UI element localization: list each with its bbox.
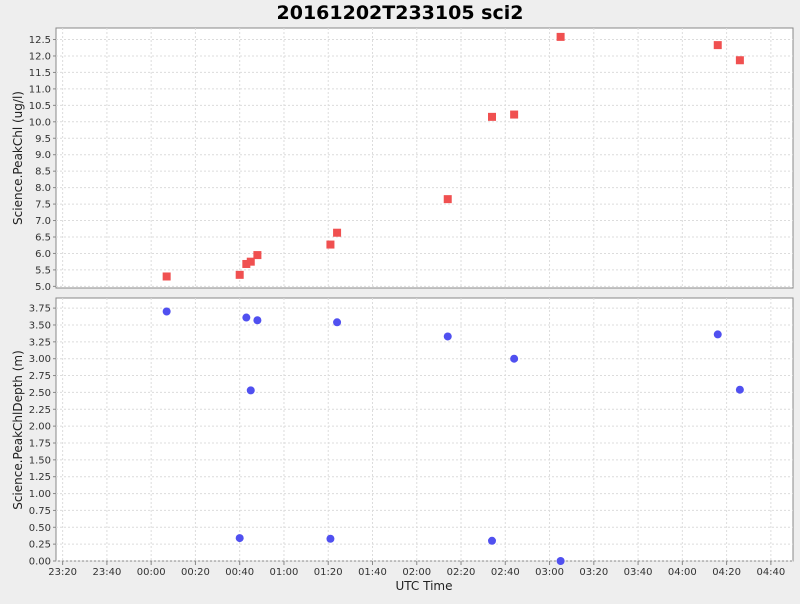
data-point: [713, 330, 722, 339]
y-tick-label: 12.0: [29, 51, 51, 62]
y-tick-label: 1.75: [29, 438, 51, 449]
x-tick-label: 03:00: [535, 567, 564, 578]
y-tick-label: 5.5: [35, 265, 51, 276]
y-tick-label: 1.00: [29, 489, 51, 500]
data-point: [488, 112, 497, 121]
plot-area-bottom: [55, 297, 794, 562]
data-point: [333, 228, 342, 237]
x-tick-label: 01:40: [358, 567, 387, 578]
data-point: [735, 385, 744, 394]
y-tick-label: 7.0: [35, 216, 51, 227]
x-tick-label: 01:20: [314, 567, 343, 578]
y-tick-label: 3.75: [29, 304, 51, 315]
x-axis-ticks: 23:20 23:40 00:00 00:20 00:40 01:00 01:20 01:40…: [48, 561, 785, 578]
data-point: [162, 272, 171, 281]
data-point: [556, 32, 565, 41]
data-point: [333, 318, 342, 327]
data-point: [242, 259, 251, 268]
y-tick-label: 9.0: [35, 150, 51, 161]
y-tick-label: 11.5: [29, 68, 51, 79]
x-axis-label: UTC Time: [396, 579, 453, 593]
chart-title: 20161202T233105 sci2: [277, 2, 524, 24]
data-point: [735, 56, 744, 65]
y-axis-label-bottom: Science.PeakChlDepth (m): [11, 350, 25, 510]
y-axis-label-top: Science.PeakChl (ug/l): [11, 91, 25, 225]
y-tick-label: 6.5: [35, 232, 51, 243]
data-point: [235, 270, 244, 279]
y-tick-label: 2.00: [29, 422, 51, 433]
data-point: [326, 240, 335, 249]
x-tick-label: 02:00: [402, 567, 431, 578]
y-tick-label: 3.50: [29, 320, 51, 331]
y-tick-label: 3.25: [29, 337, 51, 348]
data-point: [443, 195, 452, 204]
data-point: [326, 534, 335, 543]
data-point: [246, 386, 255, 395]
y-axis-ticks-bottom: 0.00 0.25 0.50 0.75 1.00 1.25 1.50 1.75 2.00 2.25…: [29, 304, 56, 568]
x-tick-label: 03:20: [579, 567, 608, 578]
y-tick-label: 12.5: [29, 35, 51, 46]
x-tick-label: 02:40: [491, 567, 520, 578]
data-point: [235, 534, 244, 543]
y-tick-label: 8.5: [35, 167, 51, 178]
y-tick-label: 0.25: [29, 540, 51, 551]
x-tick-label: 00:00: [137, 567, 166, 578]
data-point: [242, 313, 251, 322]
x-tick-label: 00:20: [181, 567, 210, 578]
x-tick-label: 00:40: [225, 567, 254, 578]
y-tick-label: 10.5: [29, 101, 51, 112]
y-tick-label: 6.0: [35, 249, 51, 260]
y-tick-label: 0.50: [29, 523, 51, 534]
data-point: [162, 307, 171, 316]
data-point: [488, 536, 497, 545]
x-tick-label: 04:20: [712, 567, 741, 578]
data-point: [253, 316, 262, 325]
series-peakchldepth: [162, 307, 744, 565]
data-point: [443, 332, 452, 341]
x-tick-label: 01:00: [270, 567, 299, 578]
x-tick-label: 03:40: [624, 567, 653, 578]
y-tick-label: 9.5: [35, 134, 51, 145]
y-tick-label: 5.0: [35, 282, 51, 293]
series-peakchl: [162, 32, 744, 281]
x-tick-label: 02:20: [447, 567, 476, 578]
y-tick-label: 2.25: [29, 405, 51, 416]
data-point: [510, 354, 519, 363]
x-tick-label: 23:20: [48, 567, 77, 578]
y-tick-label: 7.5: [35, 200, 51, 211]
y-tick-label: 1.25: [29, 472, 51, 483]
data-point: [556, 557, 565, 565]
x-tick-label: 04:40: [756, 567, 785, 578]
y-tick-label: 1.50: [29, 455, 51, 466]
y-tick-label: 8.0: [35, 183, 51, 194]
data-point: [510, 110, 519, 119]
y-tick-label: 3.00: [29, 354, 51, 365]
data-point: [713, 41, 722, 50]
y-axis-ticks-top: 5.0 5.5 6.0 6.5 7.0 7.5 8.0 8.5 9.0 9.5 10.0 10.5 11…: [29, 35, 56, 293]
data-point: [246, 257, 255, 266]
data-point: [253, 251, 262, 260]
y-tick-label: 10.0: [29, 117, 51, 128]
plot-area-top: [55, 27, 794, 289]
grid-layer: [56, 28, 793, 562]
x-tick-label: 04:00: [668, 567, 697, 578]
y-tick-label: 11.0: [29, 84, 51, 95]
y-tick-label: 0.75: [29, 506, 51, 517]
y-tick-label: 2.50: [29, 388, 51, 399]
y-tick-label: 2.75: [29, 371, 51, 382]
x-tick-label: 23:40: [92, 567, 121, 578]
y-tick-label: 0.00: [29, 557, 51, 568]
